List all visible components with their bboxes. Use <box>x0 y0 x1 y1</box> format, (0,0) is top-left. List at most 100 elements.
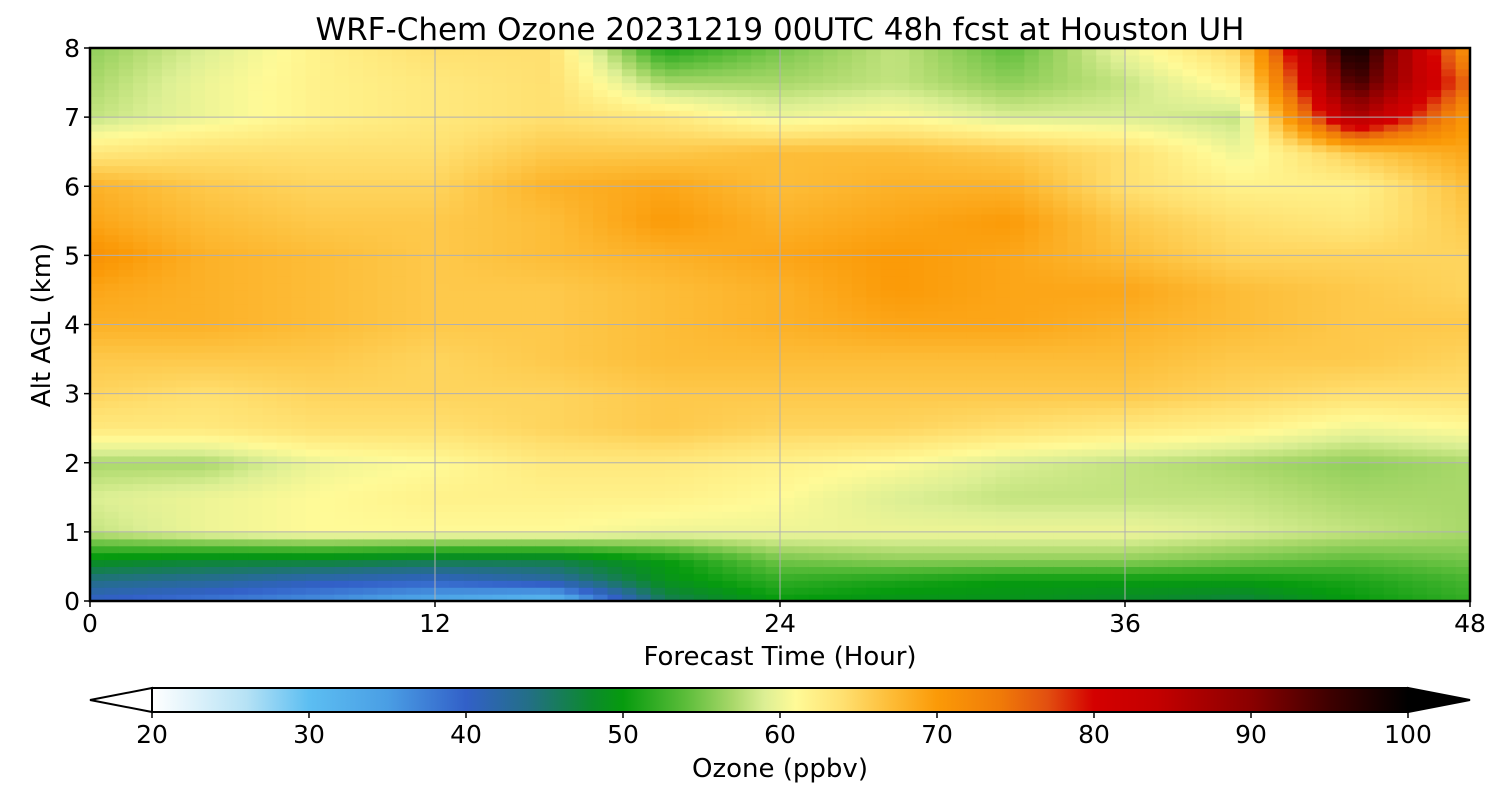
heatmap-cell <box>521 435 537 443</box>
heatmap-cell <box>722 61 738 70</box>
heatmap-cell <box>794 324 810 333</box>
heatmap-cell <box>161 442 177 450</box>
heatmap-cell <box>104 580 120 588</box>
heatmap-cell <box>736 54 752 63</box>
heatmap-cell <box>90 497 105 505</box>
heatmap-cell <box>751 524 767 533</box>
heatmap-cell <box>593 96 609 104</box>
heatmap-cell <box>621 269 637 277</box>
heatmap-cell <box>147 352 163 360</box>
heatmap-cell <box>708 296 724 305</box>
heatmap-cell <box>348 435 364 443</box>
heatmap-cell <box>492 352 508 360</box>
heatmap-cell <box>895 442 910 450</box>
heatmap-cell <box>363 573 379 581</box>
heatmap-cell <box>492 186 508 194</box>
heatmap-cell <box>535 303 551 312</box>
heatmap-cell <box>823 386 839 395</box>
heatmap-cell <box>952 338 968 346</box>
heatmap-cell <box>952 151 968 160</box>
heatmap-cell <box>535 352 551 360</box>
heatmap-cell <box>923 200 939 208</box>
heatmap-cell <box>176 241 192 250</box>
heatmap-cell <box>866 165 882 174</box>
heatmap-cell <box>478 172 494 180</box>
heatmap-cell <box>564 552 580 561</box>
heatmap-cell <box>535 89 551 97</box>
heatmap-cell <box>895 137 910 146</box>
heatmap-cell <box>952 435 968 443</box>
heatmap-cell <box>190 283 206 291</box>
heatmap-cell <box>104 414 120 422</box>
heatmap-cell <box>276 407 292 415</box>
heatmap-cell <box>133 227 149 236</box>
heatmap-cell <box>262 137 278 146</box>
heatmap-cell <box>665 594 680 601</box>
heatmap-cell <box>952 255 968 263</box>
heatmap-cell <box>305 386 321 395</box>
heatmap-cell <box>693 511 709 519</box>
heatmap-cell <box>952 117 968 125</box>
heatmap-cell <box>463 490 479 498</box>
heatmap-cell <box>837 130 853 139</box>
heatmap-cell <box>420 241 436 250</box>
heatmap-cell <box>161 124 177 132</box>
heatmap-cell <box>621 144 637 153</box>
heatmap-cell <box>693 379 709 388</box>
heatmap-cell <box>909 559 925 568</box>
heatmap-cell <box>90 414 105 422</box>
heatmap-cell <box>780 345 795 353</box>
heatmap-cell <box>665 213 680 222</box>
heatmap-cell <box>621 110 637 118</box>
heatmap-cell <box>420 68 436 77</box>
heatmap-cell <box>420 524 436 533</box>
heatmap-cell <box>966 455 982 464</box>
heatmap-cell <box>535 345 551 353</box>
heatmap-cell <box>607 289 623 298</box>
heatmap-cell <box>377 165 393 174</box>
heatmap-cell <box>851 61 867 70</box>
heatmap-cell <box>435 428 450 436</box>
heatmap-cell <box>650 276 666 284</box>
heatmap-cell <box>837 317 853 326</box>
heatmap-cell <box>938 158 954 167</box>
heatmap-cell <box>463 421 479 429</box>
heatmap-cell <box>693 110 709 118</box>
heatmap-cell <box>305 213 321 222</box>
heatmap-cell <box>449 262 465 270</box>
heatmap-cell <box>118 469 134 478</box>
heatmap-cell <box>291 324 307 333</box>
heatmap-cell <box>851 497 867 505</box>
heatmap-cell <box>808 393 824 402</box>
heatmap-cell <box>506 68 522 77</box>
heatmap-cell <box>305 483 321 491</box>
heatmap-cell <box>521 531 537 540</box>
heatmap-cell <box>909 365 925 374</box>
heatmap-cell <box>621 303 637 312</box>
heatmap-cell <box>866 594 882 601</box>
heatmap-cell <box>233 393 249 402</box>
heatmap-cell <box>449 130 465 139</box>
heatmap-cell <box>823 124 839 132</box>
heatmap-cell <box>823 110 839 118</box>
heatmap-cell <box>966 276 982 284</box>
heatmap-cell <box>348 296 364 305</box>
heatmap-cell <box>190 241 206 250</box>
heatmap-cell <box>578 158 594 167</box>
heatmap-cell <box>866 213 882 222</box>
heatmap-cell <box>794 552 810 561</box>
heatmap-cell <box>895 227 910 236</box>
heatmap-cell <box>880 89 896 97</box>
heatmap-cell <box>348 124 364 132</box>
heatmap-cell <box>895 89 910 97</box>
heatmap-cell <box>334 524 350 533</box>
heatmap-cell <box>535 200 551 208</box>
heatmap-cell <box>506 48 522 56</box>
heatmap-cell <box>693 193 709 201</box>
heatmap-cell <box>866 227 882 236</box>
heatmap-cell <box>190 448 206 457</box>
heatmap-cell <box>363 206 379 215</box>
heatmap-cell <box>794 497 810 505</box>
heatmap-cell <box>262 497 278 505</box>
heatmap-cell <box>478 255 494 263</box>
